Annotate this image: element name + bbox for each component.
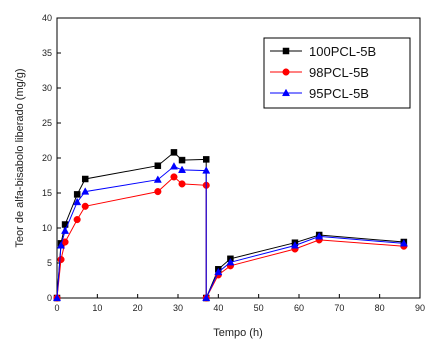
legend-label: 95PCL-5B	[309, 86, 369, 101]
data-point	[399, 239, 408, 247]
series-layer	[52, 149, 408, 302]
data-point	[52, 293, 62, 302]
data-point	[214, 267, 223, 276]
data-point	[202, 166, 211, 174]
legend-marker	[282, 47, 290, 55]
data-point	[73, 197, 82, 206]
x-tick-label: 70	[334, 303, 344, 313]
data-point	[81, 175, 89, 183]
y-tick-label: 30	[42, 83, 52, 93]
data-point	[57, 255, 65, 264]
x-tick-label: 50	[254, 303, 264, 313]
y-tick-label: 40	[42, 13, 52, 23]
data-point	[202, 156, 210, 163]
data-point	[202, 293, 211, 302]
series-line	[56, 165, 404, 299]
legend-label: 100PCL-5B	[309, 44, 376, 59]
data-point	[57, 241, 66, 249]
x-tick-label: 90	[415, 303, 425, 313]
data-point	[290, 241, 299, 249]
data-point	[81, 202, 89, 210]
data-point	[154, 162, 162, 169]
x-tick-label: 20	[133, 303, 143, 313]
data-point	[178, 180, 186, 188]
data-point	[315, 232, 324, 240]
data-point	[73, 191, 81, 198]
data-point	[73, 216, 81, 224]
data-point	[154, 188, 162, 196]
legend: 100PCL-5B 98PCL-5B 95PCL-5B	[263, 37, 411, 109]
y-tick-label: 20	[42, 153, 52, 163]
legend-marker	[282, 68, 290, 76]
data-point	[153, 175, 162, 183]
x-tick-label: 0	[54, 303, 59, 313]
y-tick-label: 10	[42, 223, 52, 233]
series-100PCL-5B	[53, 149, 408, 302]
y-tick-label: 35	[42, 48, 52, 58]
data-point	[81, 187, 90, 195]
data-point	[61, 226, 70, 234]
data-point	[169, 162, 178, 170]
x-tick-label: 40	[213, 303, 223, 313]
x-tick-label: 30	[173, 303, 183, 313]
y-tick-label: 25	[42, 118, 52, 128]
y-tick-label: 5	[47, 258, 52, 268]
x-tick-label: 10	[92, 303, 102, 313]
series-line	[56, 151, 404, 299]
y-tick-label: 0	[47, 293, 52, 303]
series-95PCL-5B	[52, 162, 408, 302]
legend-marker	[281, 88, 291, 97]
x-tick-label: 60	[294, 303, 304, 313]
y-tick-label: 15	[42, 188, 52, 198]
x-axis-title: Tempo (h)	[213, 327, 263, 339]
legend-label: 98PCL-5B	[309, 65, 369, 80]
y-axis-title: Teor de alfa-bisabolo liberado (mg/g)	[14, 68, 26, 247]
x-tick-label: 80	[375, 303, 385, 313]
data-point	[226, 257, 235, 266]
data-point	[178, 156, 186, 164]
axis-ticks: 0 10 20 30 40 50 60 70 80 90 0 5 10 15 20 25 30 35 40	[42, 13, 425, 313]
data-point	[170, 149, 178, 156]
data-point	[170, 173, 178, 181]
data-point	[178, 165, 187, 173]
